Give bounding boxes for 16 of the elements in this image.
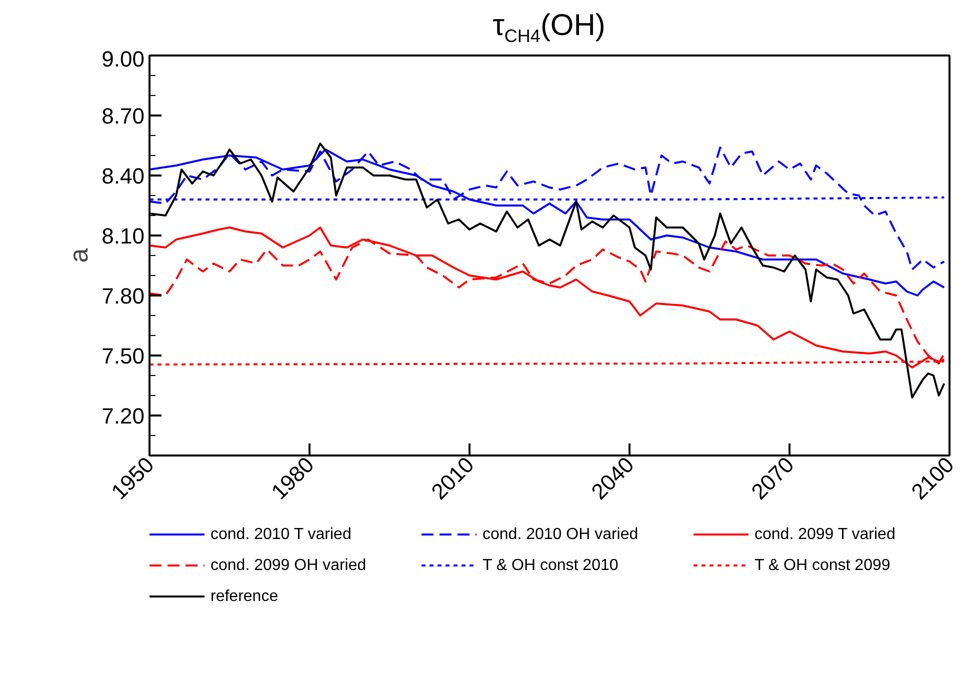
y-tick-label: 7.80 bbox=[102, 284, 145, 308]
y-tick-label: 7.50 bbox=[102, 344, 145, 368]
legend-label: reference bbox=[210, 588, 278, 605]
chart-title: τ$_{CH4}$(OH) bbox=[492, 8, 606, 48]
legend-label: T & OH const 2099 bbox=[754, 557, 890, 574]
y-tick-label: 7.20 bbox=[102, 404, 145, 428]
y-tick-label: 9.00 bbox=[102, 46, 145, 72]
legend-label: cond. 2010 T varied bbox=[210, 526, 352, 543]
legend-label: cond. 2099 T varied bbox=[754, 526, 896, 543]
legend-label: cond. 2099 OH varied bbox=[210, 557, 366, 574]
y-tick-label: 8.40 bbox=[102, 164, 145, 188]
legend-label: cond. 2010 OH varied bbox=[482, 526, 638, 543]
legend-label: T & OH const 2010 bbox=[482, 557, 618, 574]
y-axis-title: a bbox=[64, 248, 94, 263]
y-tick-label: 8.70 bbox=[102, 104, 145, 128]
y-tick-label: 8.10 bbox=[102, 224, 145, 248]
